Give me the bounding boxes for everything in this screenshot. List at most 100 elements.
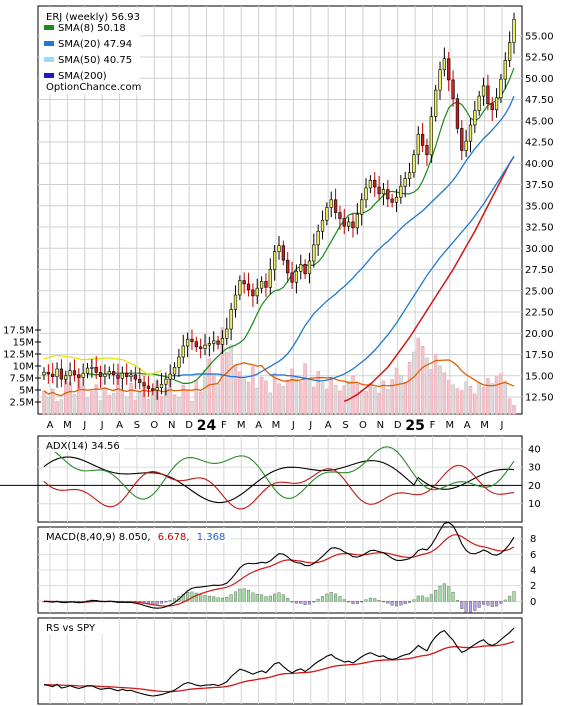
candle-body	[103, 373, 107, 377]
x-tick-label: M	[480, 420, 489, 431]
volume-bar	[433, 354, 438, 415]
macd-histogram-bar	[390, 601, 394, 606]
candle-body	[90, 366, 94, 369]
candle-body	[325, 207, 329, 221]
x-tick-label: M	[237, 420, 246, 431]
adx-y-axis: 40 30 20 10	[528, 444, 541, 510]
volume-bar	[294, 375, 299, 415]
candle-body	[225, 328, 229, 339]
price-tick-label: 42.50	[525, 138, 554, 149]
volume-bar	[203, 369, 207, 415]
volume-bar	[399, 374, 403, 415]
x-tick-label: A	[325, 420, 332, 431]
candle-body	[246, 283, 251, 291]
candle-body	[329, 199, 333, 208]
volume-bar	[490, 383, 494, 415]
candle-body	[68, 370, 72, 377]
volume-bar	[420, 346, 425, 415]
candle-body	[125, 372, 129, 377]
candle-body	[499, 78, 503, 99]
candle-body	[333, 199, 338, 213]
candle-body	[394, 196, 399, 203]
candle-body	[373, 179, 377, 188]
x-tick-label: M	[63, 420, 72, 431]
candle-body	[381, 189, 386, 195]
macd-tick-label: 0	[530, 597, 536, 608]
candle-body	[320, 219, 325, 232]
price-tick-label: 22.50	[525, 308, 554, 319]
legend-label: SMA(50) 40.75	[58, 55, 132, 66]
volume-bar	[133, 399, 138, 415]
volume-bar	[59, 399, 64, 415]
volume-tick-label: 5M	[19, 386, 34, 397]
volume-bar	[329, 377, 333, 415]
volume-bar	[503, 380, 508, 415]
volume-bar	[481, 386, 486, 415]
candle-body	[146, 385, 151, 389]
volume-bar	[359, 389, 364, 415]
volume-bar	[394, 367, 399, 415]
volume-bar	[172, 394, 177, 415]
macd-histogram-bar	[338, 596, 342, 602]
macd-histogram-bar	[455, 600, 459, 602]
legend-swatch	[44, 57, 54, 62]
volume-bar	[255, 387, 259, 415]
volume-bar	[429, 369, 434, 415]
volume-bar	[90, 391, 94, 415]
candle-body	[412, 154, 416, 173]
volume-bar	[94, 384, 98, 415]
candle-body	[490, 103, 494, 110]
candle-body	[281, 245, 285, 261]
candle-body	[138, 378, 142, 383]
candle-body	[299, 264, 303, 272]
volume-bar	[412, 351, 416, 415]
candle-body	[268, 269, 272, 288]
x-tick-label: O	[359, 420, 367, 431]
candle-body	[164, 378, 168, 385]
rs-line	[43, 627, 515, 697]
volume-bar	[216, 383, 220, 415]
volume-bar	[390, 379, 394, 415]
candle-body	[503, 60, 507, 80]
candle-body	[185, 338, 190, 347]
candle-body	[464, 140, 468, 151]
volume-bar	[446, 380, 451, 415]
candle-body	[360, 199, 364, 215]
macd-histogram-bar	[464, 601, 468, 613]
candle-body	[277, 245, 281, 252]
macd-histogram-bar	[425, 597, 429, 602]
x-tick-label: D	[185, 420, 193, 431]
volume-tick-label: 15M	[13, 338, 34, 349]
macd-histogram-bar	[247, 590, 251, 602]
volume-bar	[124, 396, 129, 415]
macd-histogram-bar	[486, 601, 490, 606]
volume-bar	[403, 382, 407, 415]
volume-bar	[72, 394, 77, 415]
volume-bar	[177, 397, 181, 415]
macd-histogram-bar	[377, 599, 381, 602]
macd-histogram-bar	[482, 601, 486, 605]
volume-bar	[264, 380, 268, 415]
candle-body	[434, 89, 438, 117]
macd-histogram-bar	[273, 593, 277, 602]
candle-body	[342, 218, 346, 227]
candle-body	[346, 221, 351, 227]
candle-body	[390, 198, 394, 203]
volume-bar	[246, 382, 251, 415]
macd-histogram-bar	[203, 595, 207, 602]
candle-body	[355, 213, 359, 229]
volume-bar	[342, 385, 347, 415]
macd-tick-label: 4	[530, 566, 536, 577]
candle-body	[120, 372, 124, 379]
macd-histogram-bar	[216, 597, 220, 602]
candle-body	[316, 230, 320, 246]
volume-bar	[425, 357, 429, 415]
candle-body	[442, 58, 447, 71]
rs-lines	[43, 627, 515, 697]
macd-title-box	[40, 529, 230, 543]
x-tick-label: J	[291, 420, 295, 431]
x-tick-label: J	[308, 420, 312, 431]
candle-body	[399, 185, 403, 198]
volume-bar	[346, 381, 351, 415]
adx-lines	[43, 446, 515, 510]
